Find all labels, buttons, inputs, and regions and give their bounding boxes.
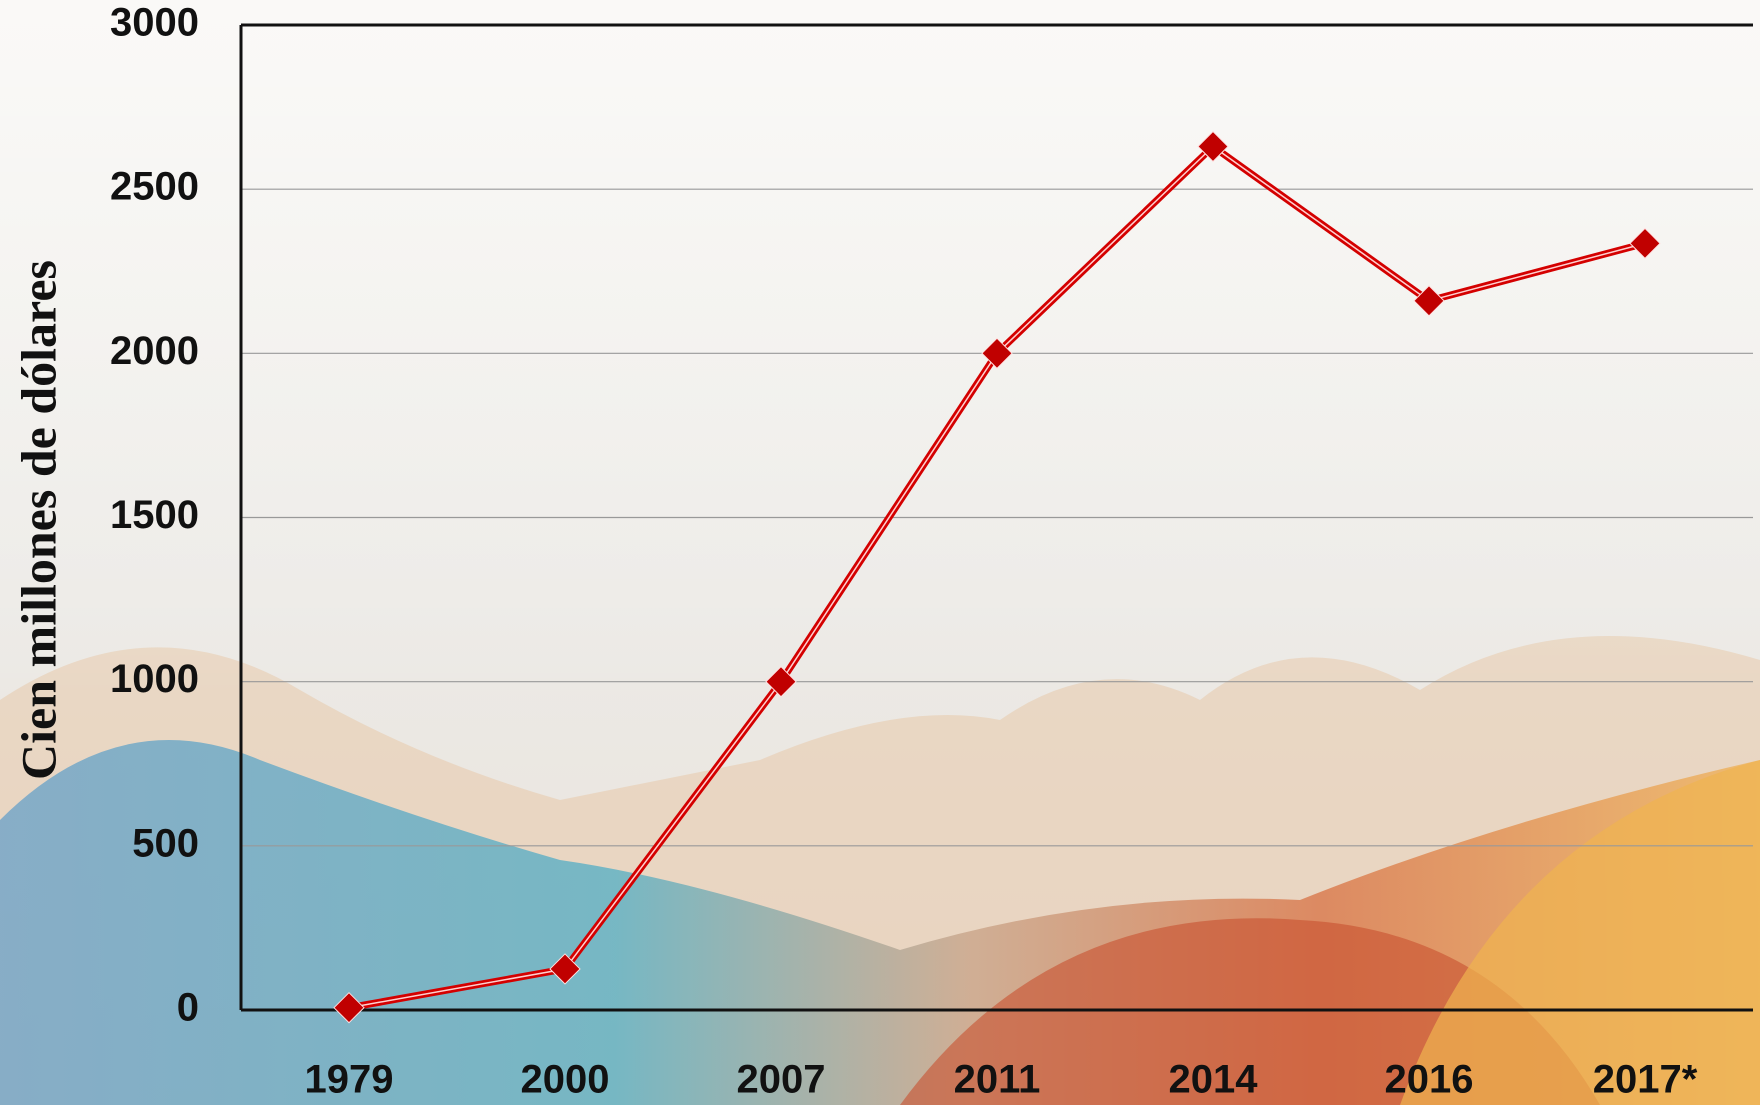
- x-tick-label: 2016: [1385, 1058, 1474, 1102]
- x-tick-label: 2017*: [1593, 1058, 1698, 1102]
- y-tick-label: 1000: [110, 657, 199, 701]
- x-tick-label: 2014: [1169, 1058, 1259, 1102]
- y-axis-title: Cien millones de dólares: [10, 260, 66, 780]
- x-tick-label: 2000: [521, 1058, 610, 1102]
- y-tick-label: 2000: [110, 329, 199, 373]
- y-tick-label: 2500: [110, 165, 199, 209]
- chart: Cien millones de dólares 0 500 1000 1500 200…: [0, 0, 1760, 1105]
- y-tick-label: 500: [132, 821, 199, 865]
- y-tick-label: 0: [177, 986, 199, 1030]
- x-tick-label: 2011: [954, 1058, 1041, 1102]
- y-tick-label: 3000: [110, 1, 199, 45]
- x-tick-label: 2007: [737, 1058, 826, 1102]
- background: [0, 0, 1760, 1105]
- x-tick-label: 1979: [305, 1058, 394, 1102]
- y-tick-label: 1500: [110, 493, 199, 537]
